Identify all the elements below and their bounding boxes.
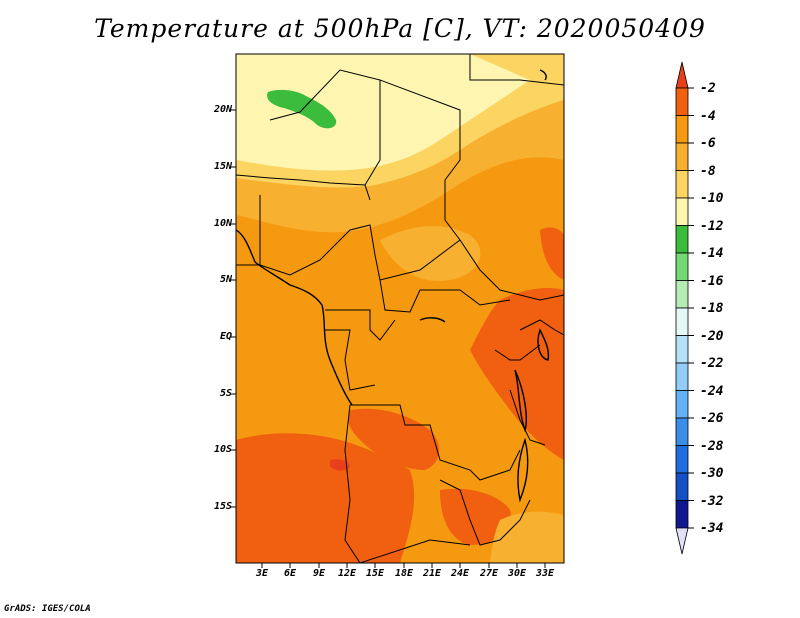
colorbar-label: -22 [700, 356, 724, 371]
colorbar-top-arrow [675, 61, 689, 89]
colorbar-label: -6 [700, 136, 716, 151]
credit-text: GrADS: IGES/COLA [4, 604, 91, 614]
colorbar [675, 61, 694, 555]
temperature-field [236, 54, 564, 563]
lat-label: 15N [213, 161, 232, 172]
colorbar-swatch [675, 362, 689, 391]
colorbar-swatch [675, 87, 689, 116]
lat-label: 20N [213, 104, 232, 115]
colorbar-swatch [675, 445, 689, 474]
colorbar-label: -8 [700, 164, 716, 179]
lat-label: 10S [213, 444, 232, 455]
colorbar-swatch [675, 252, 689, 281]
colorbar-swatch [675, 225, 689, 254]
colorbar-swatch [675, 197, 689, 226]
colorbar-label: -24 [700, 384, 724, 399]
colorbar-swatch [675, 307, 689, 336]
lon-label: 9E [312, 568, 326, 579]
colorbar-swatch [675, 142, 689, 171]
lon-label: 3E [255, 568, 269, 579]
colorbar-label: -14 [700, 246, 724, 261]
colorbar-label: -4 [700, 109, 716, 124]
lat-label: EQ [219, 331, 232, 342]
colorbar-label: -34 [700, 521, 724, 536]
lat-label: 5S [219, 388, 232, 399]
lat-label: 5N [219, 274, 232, 285]
colorbar-label: -2 [700, 81, 716, 96]
lon-label: 6E [283, 568, 297, 579]
colorbar-label: -16 [700, 274, 724, 289]
lon-label: 21E [422, 568, 442, 579]
colorbar-label: -10 [700, 191, 724, 206]
colorbar-label: -26 [700, 411, 724, 426]
axis-ticks [231, 109, 546, 568]
colorbar-label: -18 [700, 301, 724, 316]
colorbar-label: -30 [700, 466, 724, 481]
lon-label: 27E [479, 568, 499, 579]
colorbar-label: -20 [700, 329, 724, 344]
colorbar-bottom-arrow [675, 527, 689, 555]
lon-label: 15E [365, 568, 385, 579]
colorbar-swatch [675, 280, 689, 309]
lon-label: 30E [507, 568, 527, 579]
lat-label: 10N [213, 218, 232, 229]
lat-label: 15S [213, 501, 232, 512]
colorbar-swatch [675, 417, 689, 446]
colorbar-label: -12 [700, 219, 724, 234]
colorbar-swatch [675, 390, 689, 419]
lon-label: 18E [394, 568, 414, 579]
coastlines [236, 69, 550, 503]
colorbar-swatch [675, 170, 689, 199]
colorbar-label: -32 [700, 494, 724, 509]
colorbar-swatch [675, 472, 689, 501]
lon-label: 33E [535, 568, 555, 579]
colorbar-swatch [675, 500, 689, 529]
lon-label: 12E [337, 568, 357, 579]
map-frame [235, 53, 565, 564]
colorbar-swatch [675, 115, 689, 144]
lon-label: 24E [450, 568, 470, 579]
colorbar-label: -28 [700, 439, 724, 454]
map-title: Temperature at 500hPa [C], VT: 202005040… [94, 14, 706, 43]
colorbar-swatch [675, 335, 689, 364]
country-borders [236, 54, 564, 563]
